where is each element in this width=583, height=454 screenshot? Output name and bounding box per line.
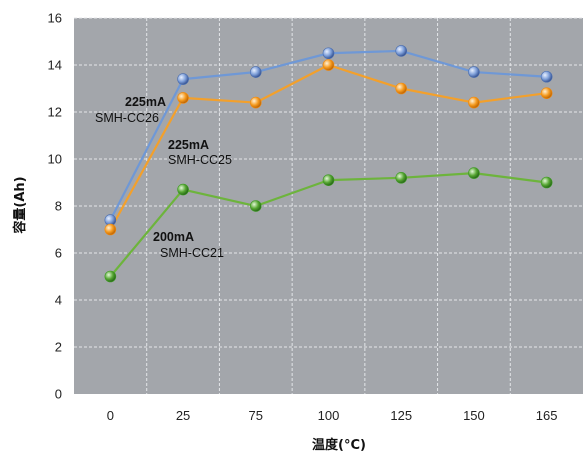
y-tick-label: 14 xyxy=(48,58,62,73)
data-point-smh-cc21 xyxy=(177,183,189,196)
series-label-smh-cc25: 225mA SMH-CC25 xyxy=(168,138,232,167)
data-point-smh-cc25 xyxy=(104,223,117,236)
x-tick-label: 75 xyxy=(249,408,263,423)
series-markers xyxy=(104,45,553,283)
data-point-smh-cc26 xyxy=(395,45,408,57)
x-tick-label: 165 xyxy=(536,408,558,423)
data-point-smh-cc26 xyxy=(540,70,553,83)
y-axis-label: 容量(Ah) xyxy=(12,176,28,234)
data-point-smh-cc26 xyxy=(249,66,262,78)
y-tick-label: 16 xyxy=(48,11,62,26)
series-name-label: SMH-CC26 xyxy=(95,111,159,125)
x-tick-label: 0 xyxy=(107,408,114,423)
data-point-smh-cc25 xyxy=(540,87,553,99)
data-point-smh-cc21 xyxy=(395,172,408,184)
x-tick-label: 150 xyxy=(463,408,485,423)
data-point-smh-cc26 xyxy=(468,66,480,78)
y-tick-label: 4 xyxy=(55,293,62,308)
x-axis-ticks: 0 25 75 100 125 150 165 xyxy=(107,408,558,423)
x-tick-label: 125 xyxy=(390,408,412,423)
data-point-smh-cc21 xyxy=(540,176,553,189)
y-axis-ticks: 0 2 4 6 8 10 12 14 16 xyxy=(48,11,62,402)
data-point-smh-cc26 xyxy=(322,47,335,60)
data-point-smh-cc25 xyxy=(249,96,262,109)
data-point-smh-cc21 xyxy=(104,270,117,283)
data-point-smh-cc21 xyxy=(468,167,480,179)
plot-area xyxy=(74,18,583,394)
series-label-smh-cc21: 200mA SMH-CC21 xyxy=(153,230,224,260)
data-point-smh-cc21 xyxy=(249,200,262,212)
y-tick-label: 6 xyxy=(55,246,62,261)
series-current-label: 200mA xyxy=(153,230,194,244)
data-point-smh-cc25 xyxy=(322,59,335,71)
y-tick-label: 0 xyxy=(55,387,62,402)
series-current-label: 225mA xyxy=(125,95,166,109)
series-label-smh-cc26: 225mA SMH-CC26 xyxy=(95,95,166,125)
data-point-smh-cc25 xyxy=(468,96,480,109)
data-point-smh-cc26 xyxy=(177,73,189,85)
x-tick-label: 25 xyxy=(176,408,190,423)
y-tick-label: 8 xyxy=(55,199,62,214)
series-name-label: SMH-CC25 xyxy=(168,153,232,167)
x-axis-label: 温度(°C) xyxy=(312,437,366,453)
data-point-smh-cc21 xyxy=(322,174,335,186)
x-tick-label: 100 xyxy=(318,408,340,423)
gridlines xyxy=(74,17,583,394)
data-point-smh-cc25 xyxy=(177,92,189,104)
series-current-label: 225mA xyxy=(168,138,209,152)
y-tick-label: 10 xyxy=(48,152,62,167)
y-tick-label: 12 xyxy=(48,105,62,120)
data-point-smh-cc25 xyxy=(395,82,408,95)
series-name-label: SMH-CC21 xyxy=(160,246,224,260)
y-tick-label: 2 xyxy=(55,340,62,355)
